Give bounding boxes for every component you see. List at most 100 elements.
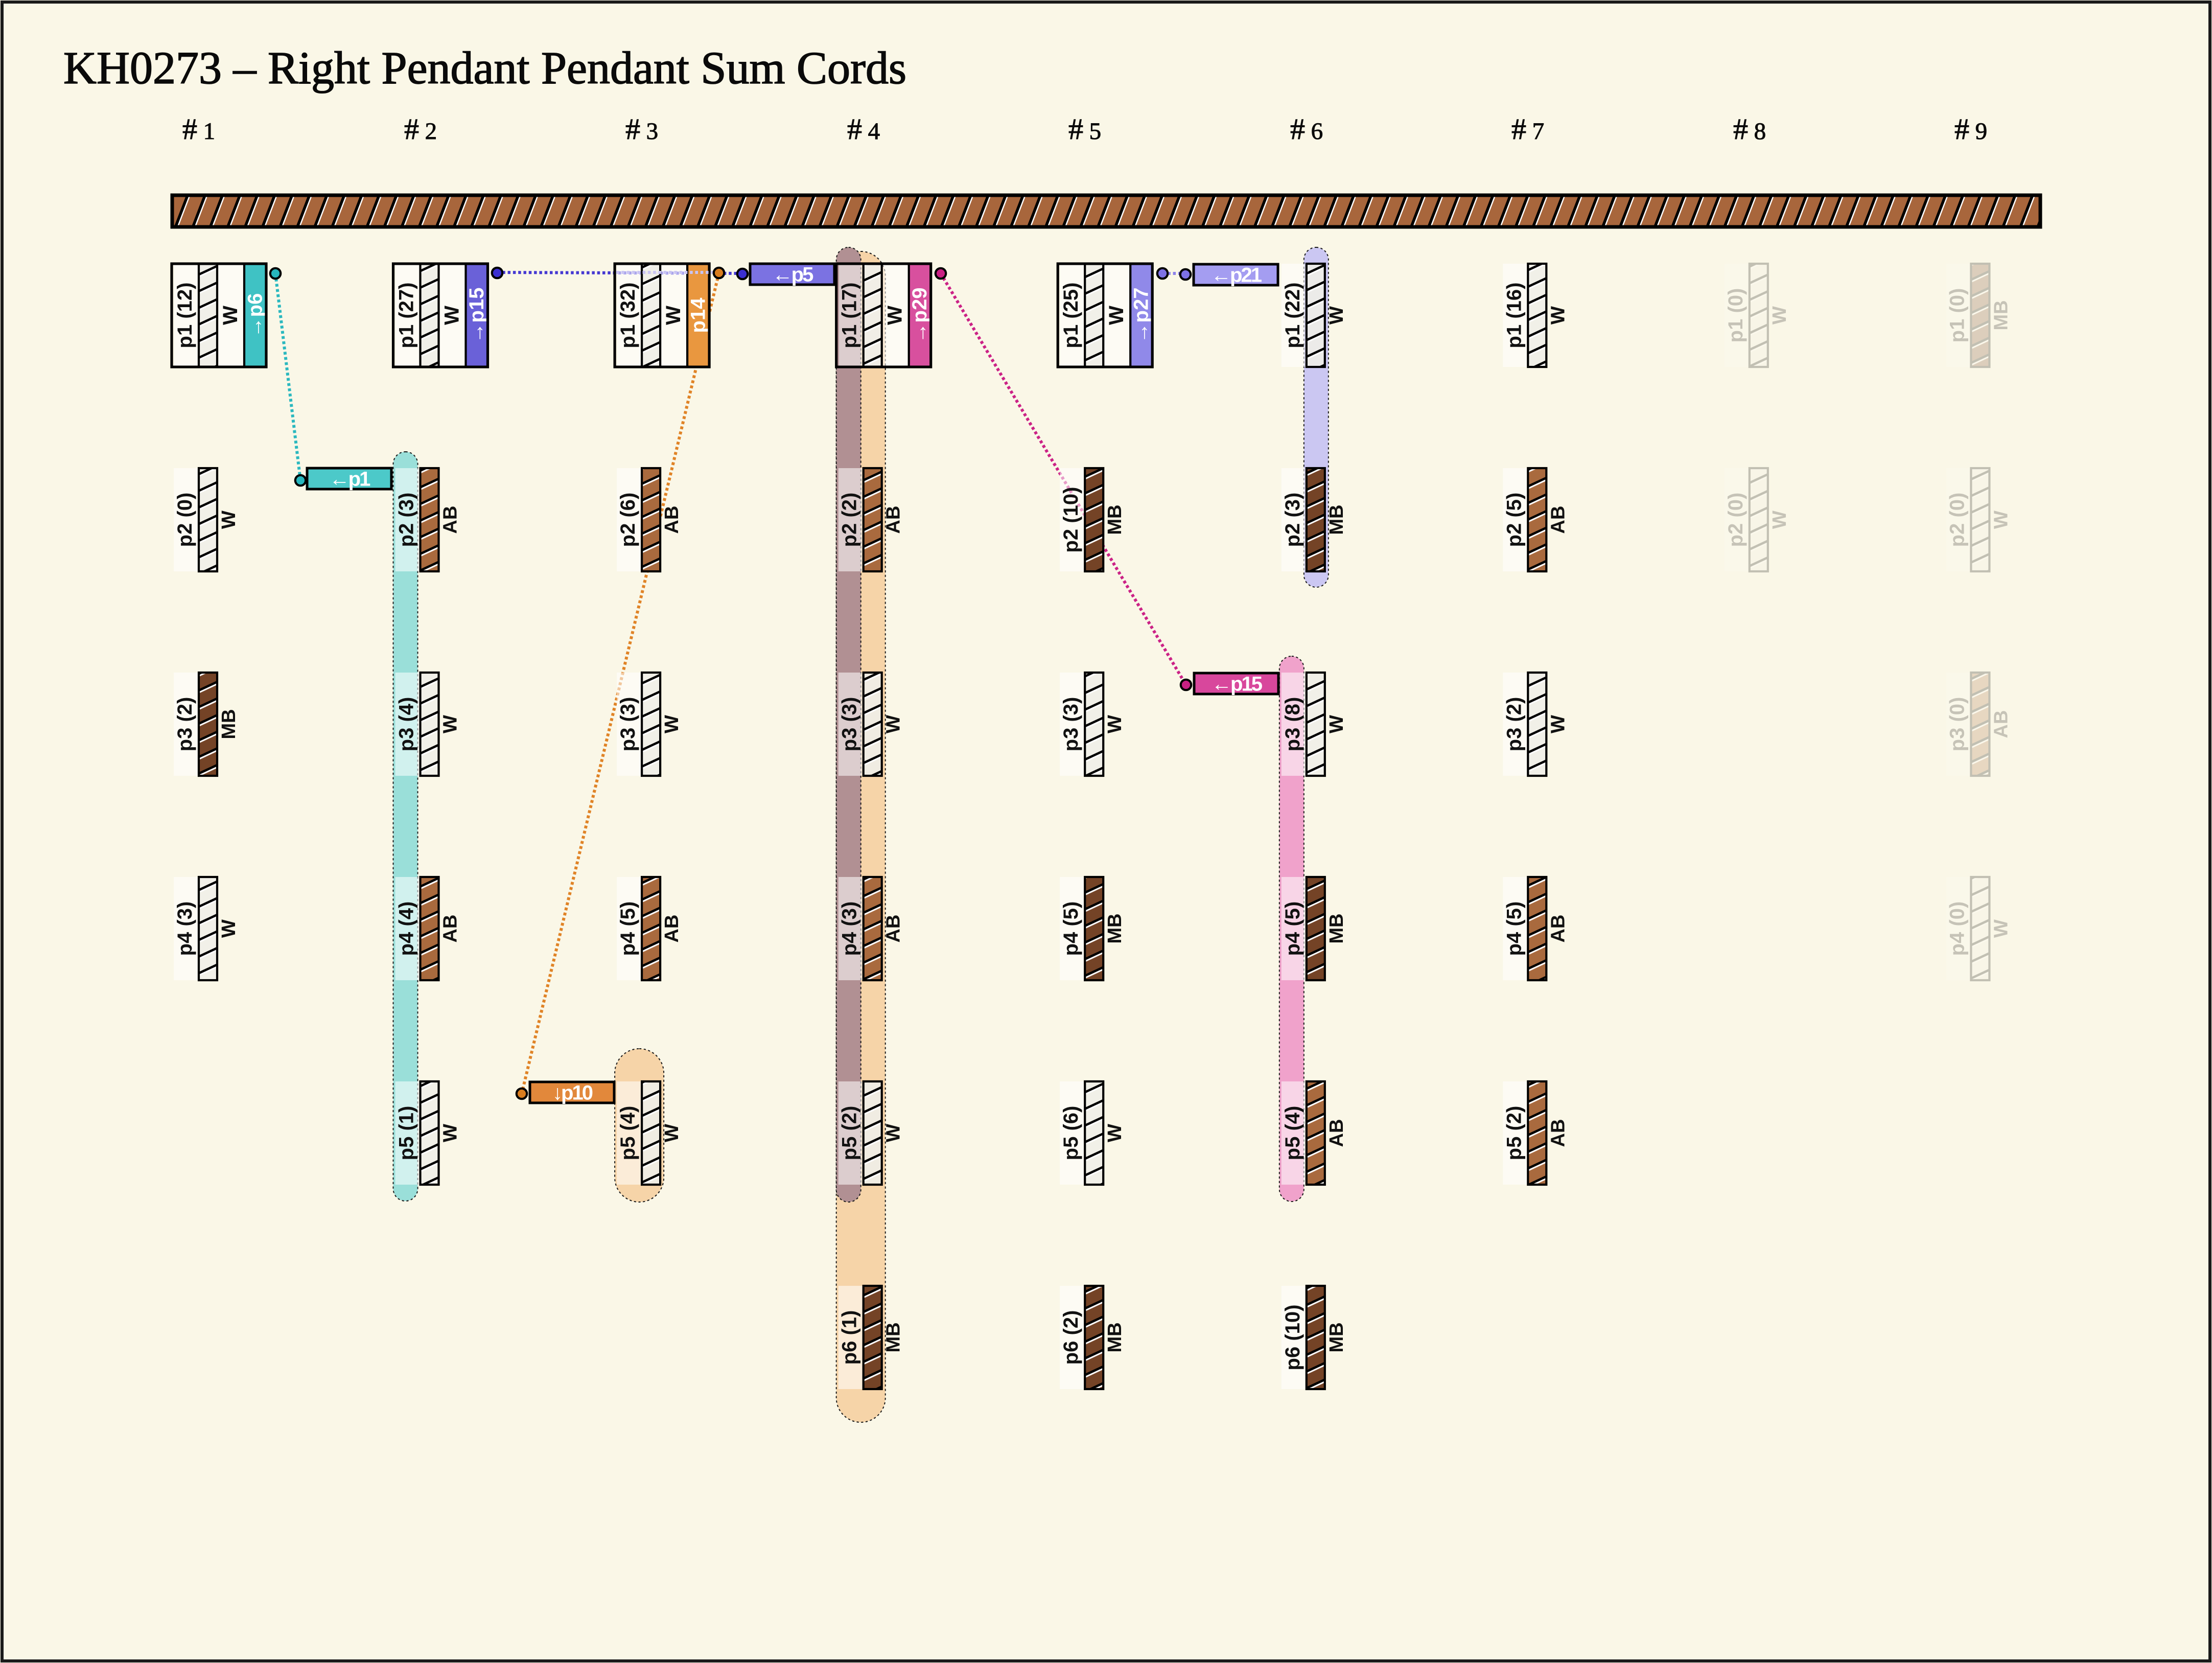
svg-text:# 9: # 9: [1954, 112, 1987, 146]
svg-text:MB: MB: [1326, 1322, 1347, 1352]
svg-text:W: W: [440, 715, 461, 733]
svg-text:→p29: →p29: [909, 288, 931, 343]
svg-text:p4 (0): p4 (0): [1946, 902, 1968, 956]
svg-text:p1 (0): p1 (0): [1946, 288, 1968, 343]
svg-text:AB: AB: [883, 915, 904, 943]
svg-text:p3 (0): p3 (0): [1946, 697, 1968, 752]
svg-text:←p1: ←p1: [330, 468, 370, 491]
svg-text:p3 (3): p3 (3): [839, 697, 861, 752]
svg-text:p3 (2): p3 (2): [174, 697, 196, 752]
svg-text:AB: AB: [1326, 1119, 1347, 1147]
svg-text:# 4: # 4: [847, 112, 880, 146]
svg-text:p14: p14: [687, 297, 710, 333]
svg-text:p4 (5): p4 (5): [1503, 902, 1525, 956]
svg-text:W: W: [662, 306, 685, 325]
svg-text:AB: AB: [1990, 710, 2012, 738]
svg-text:W: W: [1326, 306, 1347, 325]
svg-text:p1 (22): p1 (22): [1282, 283, 1304, 349]
svg-text:W: W: [218, 511, 240, 529]
svg-text:p3 (3): p3 (3): [1060, 697, 1082, 752]
svg-text:# 6: # 6: [1290, 112, 1323, 146]
svg-text:AB: AB: [1547, 1119, 1569, 1147]
svg-text:W: W: [1769, 306, 1790, 325]
svg-text:p1 (25): p1 (25): [1060, 283, 1082, 349]
svg-text:p4 (5): p4 (5): [1282, 902, 1304, 956]
svg-text:p2 (0): p2 (0): [174, 493, 196, 547]
svg-text:→p27: →p27: [1130, 288, 1153, 343]
svg-text:MB: MB: [1104, 1322, 1126, 1352]
svg-text:AB: AB: [440, 506, 461, 534]
svg-text:→p15: →p15: [465, 288, 488, 343]
svg-text:AB: AB: [661, 915, 683, 943]
svg-text:W: W: [884, 306, 906, 325]
svg-text:p1 (32): p1 (32): [617, 283, 639, 349]
svg-text:p2 (5): p2 (5): [1503, 493, 1525, 547]
svg-text:p6 (1): p6 (1): [839, 1310, 861, 1365]
svg-text:↓p10: ↓p10: [552, 1082, 593, 1104]
svg-text:p4 (4): p4 (4): [395, 902, 418, 956]
svg-text:# 2: # 2: [404, 112, 437, 146]
svg-text:AB: AB: [661, 506, 683, 534]
svg-text:p3 (8): p3 (8): [1282, 697, 1304, 752]
svg-text:p1 (17): p1 (17): [839, 283, 861, 349]
svg-text:W: W: [219, 306, 242, 325]
svg-text:p1 (27): p1 (27): [395, 283, 418, 349]
svg-text:W: W: [440, 1124, 461, 1142]
svg-text:p3 (3): p3 (3): [617, 697, 639, 752]
svg-text:p4 (5): p4 (5): [1060, 902, 1082, 956]
svg-text:W: W: [1104, 715, 1126, 733]
svg-text:MB: MB: [1990, 300, 2012, 330]
svg-text:W: W: [1990, 511, 2012, 529]
svg-text:MB: MB: [218, 709, 240, 739]
svg-text:AB: AB: [883, 506, 904, 534]
svg-text:p5 (2): p5 (2): [839, 1106, 861, 1161]
svg-text:W: W: [1104, 1124, 1126, 1142]
svg-text:W: W: [1105, 306, 1128, 325]
svg-text:p1 (0): p1 (0): [1725, 288, 1747, 343]
svg-text:p1 (12): p1 (12): [174, 283, 196, 349]
svg-text:W: W: [661, 715, 683, 733]
svg-text:KH0273 – Right Pendant Pendant: KH0273 – Right Pendant Pendant Sum Cords: [63, 43, 906, 94]
svg-text:MB: MB: [1326, 913, 1347, 943]
svg-text:# 1: # 1: [182, 112, 215, 146]
svg-text:p6 (10): p6 (10): [1282, 1305, 1304, 1371]
svg-text:p5 (2): p5 (2): [1503, 1106, 1525, 1161]
svg-text:p1 (16): p1 (16): [1503, 283, 1525, 349]
svg-text:p5 (1): p5 (1): [395, 1106, 418, 1161]
svg-text:p2 (0): p2 (0): [1725, 493, 1747, 547]
svg-text:p4 (3): p4 (3): [174, 902, 196, 956]
svg-text:W: W: [1326, 715, 1347, 733]
svg-text:# 5: # 5: [1068, 112, 1101, 146]
svg-text:# 8: # 8: [1733, 112, 1766, 146]
svg-text:p5 (6): p5 (6): [1060, 1106, 1082, 1161]
svg-text:p2 (10): p2 (10): [1060, 487, 1082, 553]
svg-text:p5 (4): p5 (4): [1282, 1106, 1304, 1161]
svg-text:W: W: [883, 715, 904, 733]
svg-text:p5 (4): p5 (4): [617, 1106, 639, 1161]
svg-text:←p21: ←p21: [1211, 264, 1262, 287]
svg-text:AB: AB: [1547, 915, 1569, 943]
svg-text:←p5: ←p5: [773, 264, 813, 286]
svg-text:p3 (2): p3 (2): [1503, 697, 1525, 752]
svg-text:p6 (2): p6 (2): [1060, 1310, 1082, 1365]
svg-text:W: W: [661, 1124, 683, 1142]
svg-text:W: W: [218, 919, 240, 938]
svg-text:MB: MB: [883, 1322, 904, 1352]
svg-text:p2 (3): p2 (3): [1282, 493, 1304, 547]
svg-text:W: W: [441, 306, 463, 325]
svg-text:MB: MB: [1326, 504, 1347, 535]
svg-text:W: W: [1547, 715, 1569, 733]
svg-text:p4 (3): p4 (3): [839, 902, 861, 956]
svg-text:W: W: [883, 1124, 904, 1142]
svg-text:W: W: [1769, 511, 1790, 529]
svg-text:p2 (6): p2 (6): [617, 493, 639, 547]
svg-text:W: W: [1547, 306, 1569, 325]
svg-text:AB: AB: [440, 915, 461, 943]
svg-text:MB: MB: [1104, 913, 1126, 943]
svg-text:→p6: →p6: [244, 293, 267, 338]
svg-text:p2 (3): p2 (3): [395, 493, 418, 547]
svg-text:p4 (5): p4 (5): [617, 902, 639, 956]
svg-text:p2 (0): p2 (0): [1946, 493, 1968, 547]
svg-text:# 3: # 3: [625, 112, 658, 146]
svg-text:# 7: # 7: [1511, 112, 1544, 146]
